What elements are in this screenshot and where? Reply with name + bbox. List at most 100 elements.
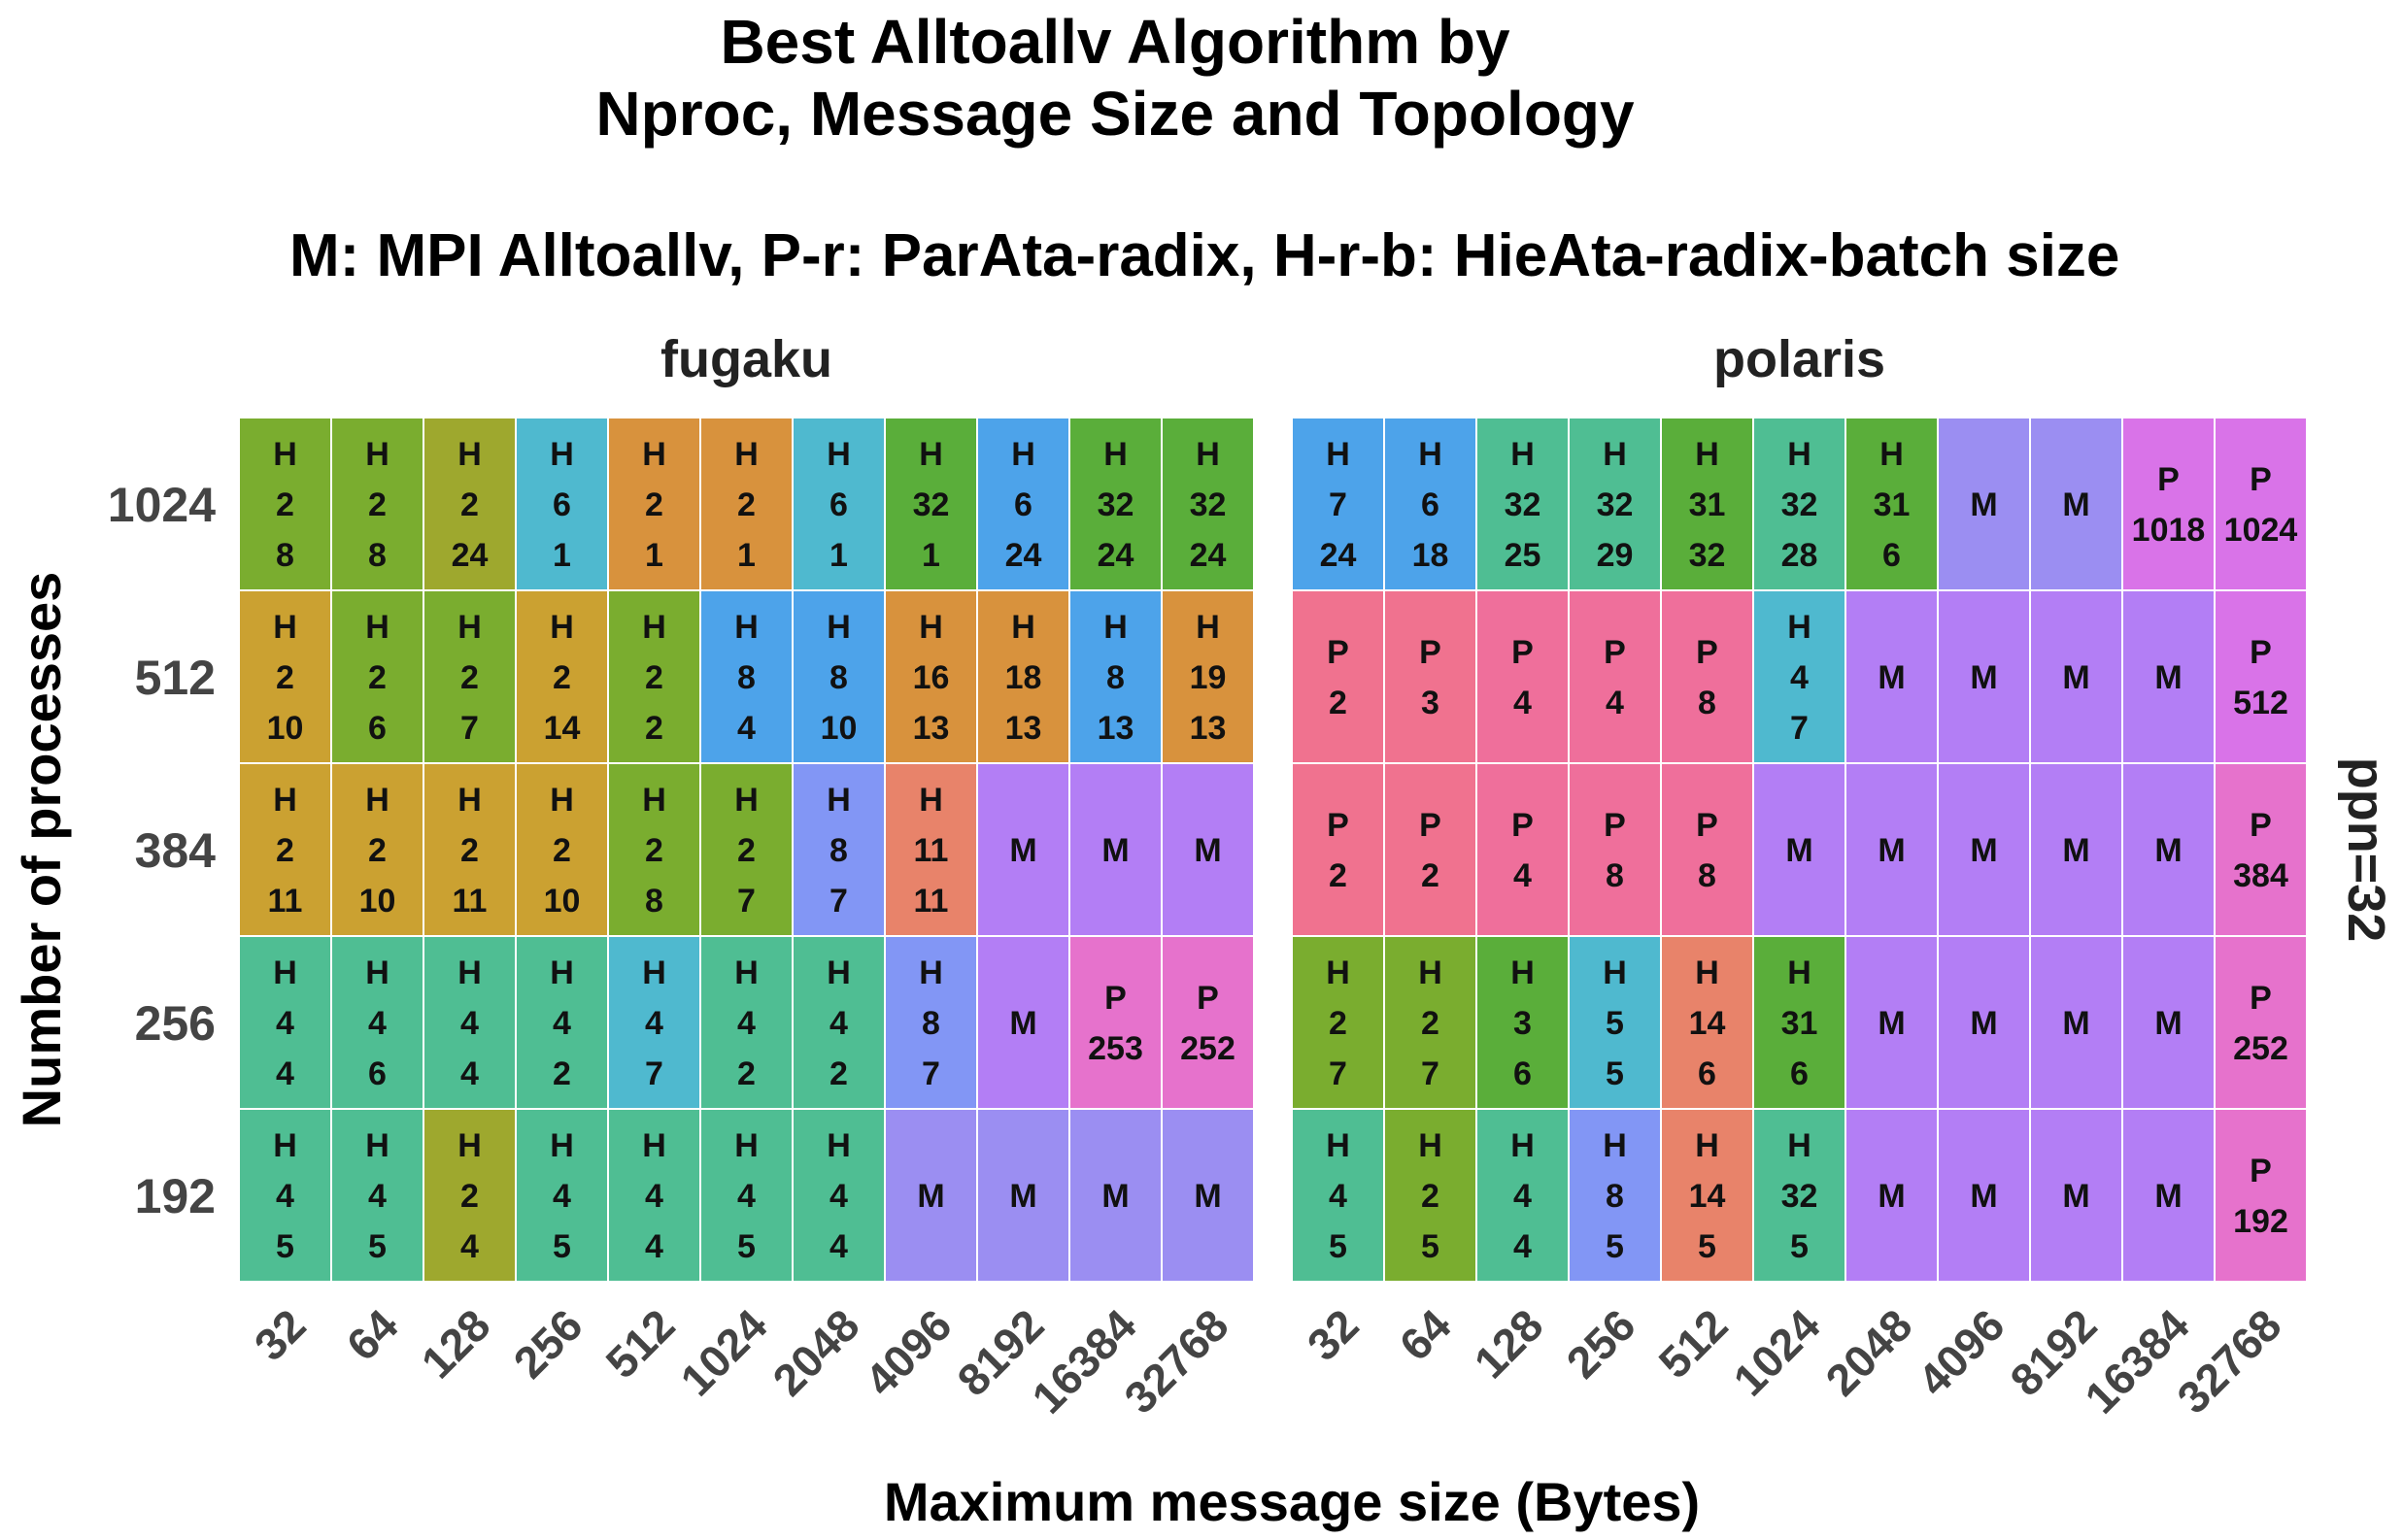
heatmap-cell bbox=[330, 762, 424, 937]
cell-label: 14 bbox=[1689, 1178, 1726, 1215]
cell-label: 2 bbox=[829, 1055, 848, 1092]
heatmap-cell bbox=[1568, 417, 1662, 591]
cell-label: H bbox=[1326, 436, 1350, 473]
heatmap-cell bbox=[1660, 417, 1754, 591]
cell-label: 4 bbox=[737, 710, 756, 747]
cell-label: 10 bbox=[359, 883, 396, 920]
cell-label: H bbox=[1879, 436, 1904, 473]
cell-label: 6 bbox=[1421, 486, 1439, 523]
cell-label: 2 bbox=[368, 486, 387, 523]
cell-label: H bbox=[457, 1127, 482, 1164]
x-tick-label: 256 bbox=[504, 1299, 592, 1388]
heatmap-cell bbox=[884, 589, 978, 764]
cell-label: 24 bbox=[1190, 537, 1227, 574]
cell-label: 5 bbox=[1698, 1228, 1716, 1265]
x-axis-title: Maximum message size (Bytes) bbox=[884, 1471, 1700, 1532]
cell-label: 4 bbox=[1513, 685, 1532, 721]
heatmap-cell bbox=[423, 935, 517, 1110]
heatmap-cell bbox=[1291, 1108, 1385, 1283]
heatmap-cell bbox=[2121, 935, 2216, 1110]
heatmap-cell bbox=[1161, 762, 1255, 937]
heatmap-cell bbox=[976, 762, 1070, 937]
cell-label: 2 bbox=[737, 1055, 756, 1092]
cell-label: H bbox=[365, 954, 389, 991]
cell-label: 4 bbox=[645, 1005, 663, 1042]
cell-label: H bbox=[734, 782, 759, 819]
cell-label: H bbox=[1196, 609, 1220, 646]
heatmap-cell bbox=[1568, 589, 1662, 764]
cell-label: M bbox=[1009, 832, 1036, 869]
cell-label: H bbox=[1510, 436, 1535, 473]
cell-label: H bbox=[1418, 436, 1442, 473]
heatmap-cell bbox=[699, 417, 794, 591]
cell-label: 4 bbox=[460, 1055, 479, 1092]
x-tick-label: 1024 bbox=[1723, 1299, 1829, 1405]
heatmap-cell bbox=[1752, 589, 1846, 764]
cell-label: 5 bbox=[1606, 1005, 1624, 1042]
cell-label: 11 bbox=[268, 883, 303, 920]
cell-label: 6 bbox=[1014, 486, 1032, 523]
cell-label: 2 bbox=[368, 832, 387, 869]
cell-label: 6 bbox=[368, 1055, 387, 1092]
cell-label: 5 bbox=[368, 1228, 387, 1265]
heatmap-cell bbox=[1475, 762, 1570, 937]
cell-label: 28 bbox=[1781, 537, 1818, 574]
heatmap-cell bbox=[1291, 589, 1385, 764]
cell-label: 2 bbox=[1329, 1005, 1347, 1042]
cell-label: 32 bbox=[913, 486, 950, 523]
chart-subtitle: M: MPI Alltoallv, P-r: ParAta-radix, H-r… bbox=[289, 222, 2120, 289]
y-tick-label: 1024 bbox=[108, 478, 216, 532]
x-tick-label: 16384 bbox=[2075, 1299, 2199, 1423]
cell-label: 11 bbox=[453, 883, 488, 920]
cell-label: H bbox=[642, 609, 666, 646]
heatmap-cell bbox=[1475, 589, 1570, 764]
heatmap-cell bbox=[792, 417, 886, 591]
cell-label: 4 bbox=[1606, 685, 1624, 721]
cell-label: 24 bbox=[1098, 537, 1134, 574]
cell-label: M bbox=[1194, 1178, 1221, 1215]
cell-label: H bbox=[457, 782, 482, 819]
heatmap-cell bbox=[607, 935, 701, 1110]
cell-label: P bbox=[1511, 807, 1534, 844]
cell-label: H bbox=[1787, 609, 1811, 646]
cell-label: H bbox=[550, 782, 574, 819]
cell-label: 8 bbox=[829, 659, 848, 696]
cell-label: 5 bbox=[1329, 1228, 1347, 1265]
cell-label: H bbox=[550, 436, 574, 473]
heatmap-cell bbox=[1568, 762, 1662, 937]
cell-label: H bbox=[1510, 1127, 1535, 1164]
cell-label: H bbox=[273, 954, 297, 991]
facet-strip-label: ppn=32 bbox=[2337, 757, 2395, 943]
heatmap-cell bbox=[1937, 417, 2031, 591]
cell-label: M bbox=[1785, 832, 1812, 869]
cell-label: 5 bbox=[1606, 1055, 1624, 1092]
cell-label: 4 bbox=[645, 1178, 663, 1215]
heatmap-cell bbox=[238, 935, 332, 1110]
cell-label: 2 bbox=[645, 659, 663, 696]
heatmap-cell bbox=[423, 589, 517, 764]
heatmap-cell bbox=[1845, 762, 1939, 937]
heatmap-cell bbox=[238, 1108, 332, 1283]
cell-label: 4 bbox=[1513, 857, 1532, 894]
cell-label: H bbox=[1418, 954, 1442, 991]
cell-label: H bbox=[1695, 436, 1719, 473]
heatmap-cell bbox=[1845, 417, 1939, 591]
heatmap-cell bbox=[1937, 935, 2031, 1110]
heatmap-cell bbox=[1291, 762, 1385, 937]
chart-title-line1: Best Alltoallv Algorithm by bbox=[720, 7, 1510, 77]
cell-label: 2 bbox=[737, 832, 756, 869]
cell-label: 29 bbox=[1597, 537, 1634, 574]
heatmap-cell bbox=[699, 762, 794, 937]
y-tick-label: 512 bbox=[135, 651, 216, 705]
cell-label: 4 bbox=[829, 1178, 848, 1215]
cell-label: H bbox=[273, 436, 297, 473]
cell-label: M bbox=[1970, 832, 1997, 869]
x-tick-label: 32768 bbox=[2167, 1299, 2290, 1423]
cell-label: H bbox=[365, 782, 389, 819]
cell-label: 2 bbox=[276, 659, 294, 696]
cell-label: 384 bbox=[2233, 857, 2288, 894]
cell-label: H bbox=[734, 609, 759, 646]
cell-label: 2 bbox=[460, 486, 479, 523]
heatmap-cell bbox=[330, 1108, 424, 1283]
heatmap-cell bbox=[1752, 417, 1846, 591]
